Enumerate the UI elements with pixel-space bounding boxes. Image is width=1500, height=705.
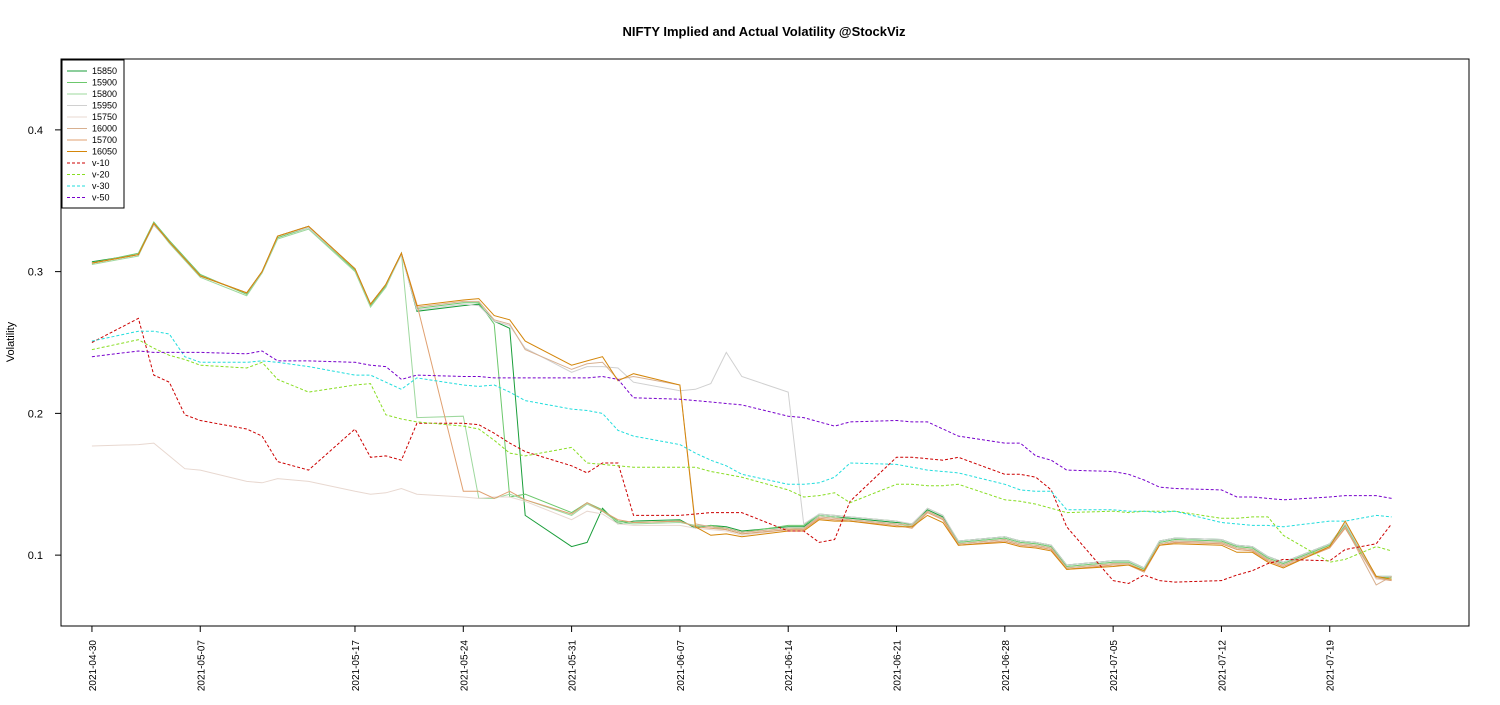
legend-label: 15850 bbox=[92, 66, 117, 76]
x-tick-label: 2021-07-19 bbox=[1326, 640, 1337, 692]
y-tick-label: 0.1 bbox=[28, 550, 43, 562]
x-tick-label: 2021-05-07 bbox=[196, 640, 207, 692]
x-tick-label: 2021-05-24 bbox=[459, 640, 470, 692]
series-layer bbox=[91, 221, 1392, 586]
x-tick-label: 2021-06-28 bbox=[1001, 640, 1012, 692]
x-tick-label: 2021-07-12 bbox=[1217, 640, 1228, 692]
series-line-v-30 bbox=[91, 330, 1392, 528]
x-tick-label: 2021-05-17 bbox=[351, 640, 362, 692]
x-tick-label: 2021-06-21 bbox=[893, 640, 904, 692]
legend-label: 15950 bbox=[92, 101, 117, 111]
series-line-15800 bbox=[91, 222, 1392, 580]
x-tick-label: 2021-05-31 bbox=[568, 640, 579, 692]
legend-label: v-20 bbox=[92, 170, 110, 180]
y-axis-label: Volatility bbox=[5, 321, 17, 362]
y-axis: 0.1 0.2 0.3 0.4 bbox=[28, 125, 61, 562]
series-line-15850 bbox=[91, 223, 1392, 577]
series-line-v-20 bbox=[91, 339, 1392, 563]
series-line-v-10 bbox=[91, 317, 1392, 585]
x-tick-label: 2021-06-14 bbox=[784, 640, 795, 692]
series-line-15700 bbox=[91, 222, 1392, 582]
series-line-15900 bbox=[91, 221, 1392, 579]
legend-label: 15700 bbox=[92, 135, 117, 145]
series-line-15750 bbox=[91, 442, 1392, 582]
x-tick-label: 2021-06-07 bbox=[676, 640, 687, 692]
legend-label: 16050 bbox=[92, 147, 117, 157]
legend-label: v-10 bbox=[92, 158, 110, 168]
series-line-16050 bbox=[91, 222, 1392, 580]
series-line-v-50 bbox=[91, 350, 1392, 501]
series-line-15950 bbox=[91, 223, 1392, 577]
x-tick-label: 2021-07-05 bbox=[1109, 640, 1120, 692]
chart-title: NIFTY Implied and Actual Volatility @Sto… bbox=[622, 24, 906, 39]
legend-label: 15900 bbox=[92, 78, 117, 88]
legend-box bbox=[61, 59, 125, 209]
y-tick-label: 0.4 bbox=[28, 125, 43, 137]
y-tick-label: 0.3 bbox=[28, 267, 43, 279]
x-axis: 2021-04-30 2021-05-07 2021-05-17 2021-05-24… bbox=[88, 626, 1337, 691]
legend-label: 15750 bbox=[92, 112, 117, 122]
x-tick-label: 2021-04-30 bbox=[88, 640, 99, 692]
legend-label: 15800 bbox=[92, 89, 117, 99]
y-tick-label: 0.2 bbox=[28, 408, 43, 420]
legend-label: v-30 bbox=[92, 181, 110, 191]
legend-label: v-50 bbox=[92, 193, 110, 203]
plot-frame bbox=[60, 58, 1470, 627]
legend-label: 16000 bbox=[92, 124, 117, 134]
